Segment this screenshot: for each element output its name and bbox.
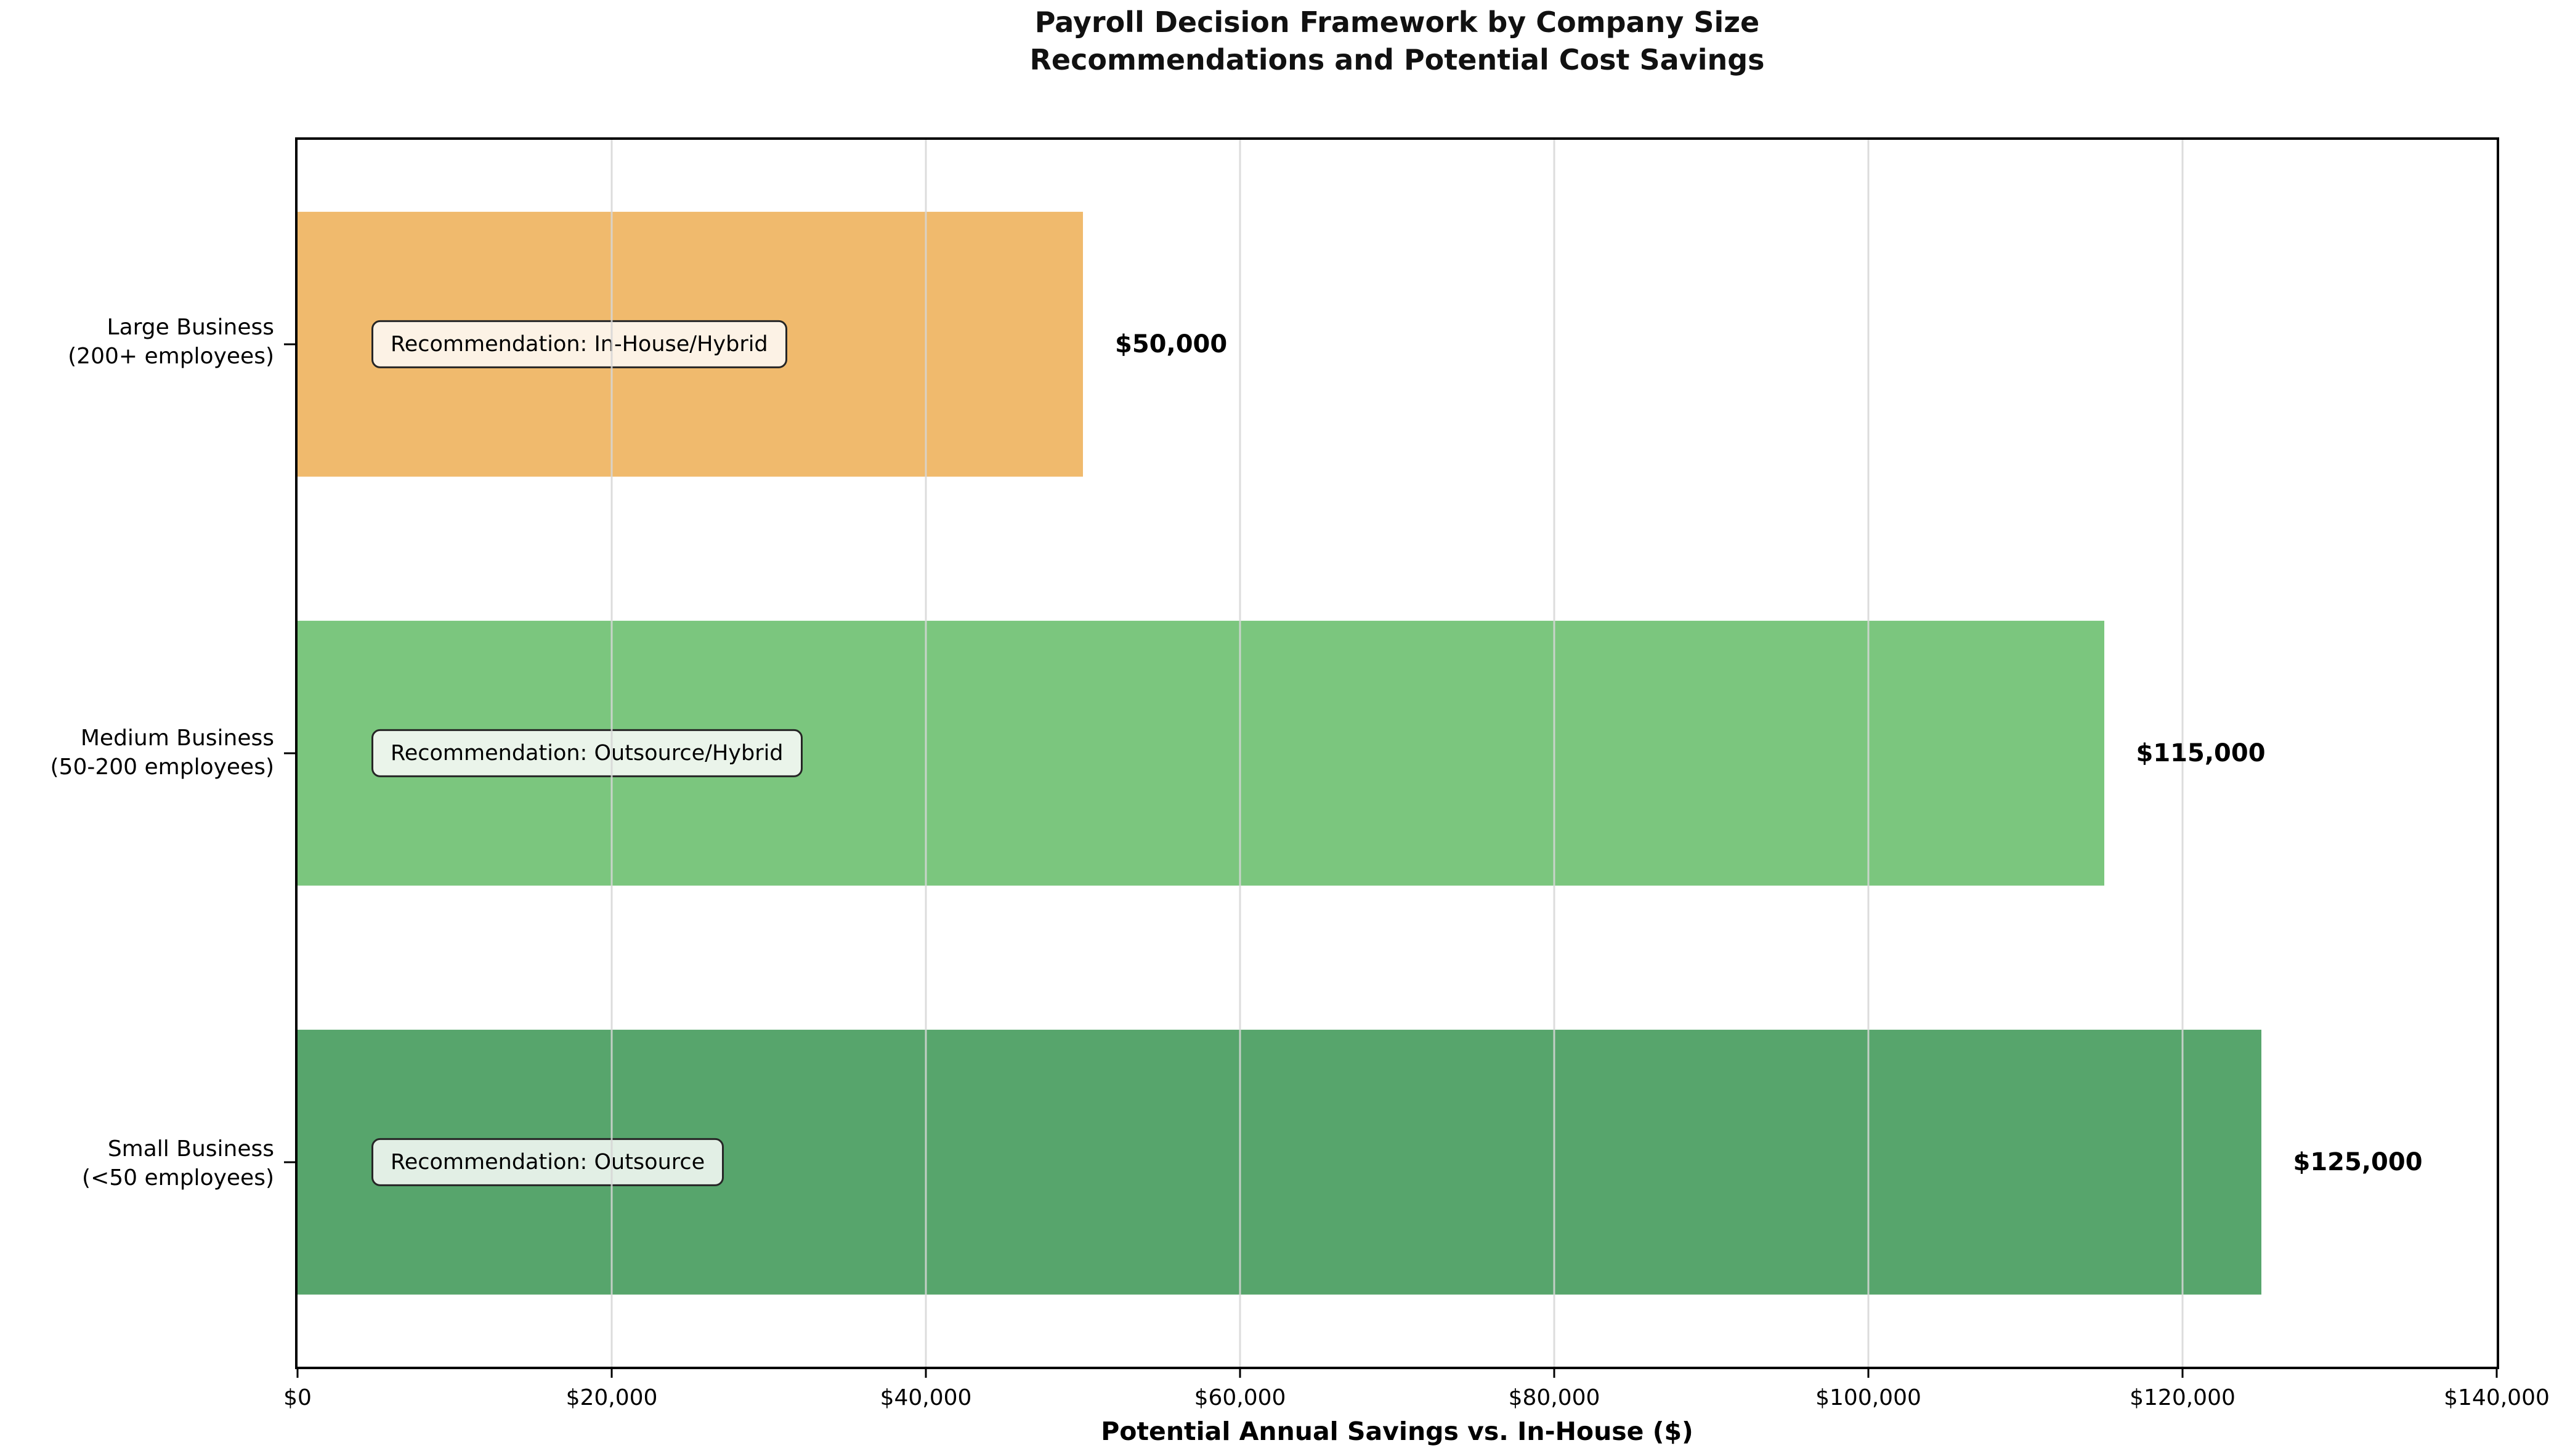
x-tick-label: $0 [283, 1385, 312, 1410]
bar-row-medium: Recommendation: Outsource/Hybrid $115,00… [284, 549, 2497, 958]
x-tick-label: $20,000 [565, 1385, 658, 1410]
x-tick-mark [1239, 1367, 1241, 1378]
bar-large-business: Recommendation: In-House/Hybrid [298, 211, 1083, 477]
bar-medium-business: Recommendation: Outsource/Hybrid [298, 620, 2104, 886]
plot-area: Recommendation: In-House/Hybrid $50,000 … [283, 137, 2550, 1410]
gridline [1867, 140, 1870, 1367]
x-tick-mark [925, 1367, 927, 1378]
x-tick-mark [1867, 1367, 1870, 1378]
recommendation-box-large: Recommendation: In-House/Hybrid [371, 320, 787, 368]
recommendation-box-small: Recommendation: Outsource [371, 1138, 724, 1186]
recommendation-box-medium: Recommendation: Outsource/Hybrid [371, 729, 803, 777]
gridline [610, 140, 613, 1367]
x-tick-label: $140,000 [2444, 1385, 2550, 1410]
gridline [1553, 140, 1555, 1367]
value-label-medium: $115,000 [2136, 738, 2266, 767]
bar-small-business: Recommendation: Outsource [298, 1029, 2261, 1295]
value-label-large: $50,000 [1115, 330, 1228, 358]
gridline [1239, 140, 1241, 1367]
chart-title-line2: Recommendations and Potential Cost Savin… [1029, 42, 1765, 76]
x-tick-mark [296, 1367, 299, 1378]
x-tick-label: $40,000 [880, 1385, 972, 1410]
value-label-small: $125,000 [2293, 1147, 2423, 1176]
gridline [925, 140, 927, 1367]
x-tick-mark [610, 1367, 613, 1378]
y-tick-small [284, 1161, 295, 1163]
bar-row-large: Recommendation: In-House/Hybrid $50,000 [284, 140, 2497, 549]
x-tick-label: $100,000 [1815, 1385, 1921, 1410]
bar-row-small: Recommendation: Outsource $125,000 [284, 958, 2497, 1367]
x-tick-mark [1553, 1367, 1555, 1378]
y-tick-medium [284, 752, 295, 754]
x-tick-label: $60,000 [1194, 1385, 1286, 1410]
x-axis-label: Potential Annual Savings vs. In-House ($… [1101, 1417, 1693, 1446]
category-label-large: Large Business (200+ employees) [68, 315, 274, 369]
chart-title-line1: Payroll Decision Framework by Company Si… [1034, 6, 1760, 39]
gridline [2181, 140, 2184, 1367]
y-tick-large [284, 343, 295, 346]
x-tick-mark [2181, 1367, 2184, 1378]
x-tick-label: $120,000 [2130, 1385, 2236, 1410]
category-label-medium: Medium Business (50-200 employees) [50, 726, 275, 780]
x-tick-mark [2495, 1367, 2498, 1378]
category-label-small: Small Business (<50 employees) [82, 1136, 274, 1191]
x-tick-label: $80,000 [1508, 1385, 1600, 1410]
chart-title: Payroll Decision Framework by Company Si… [295, 4, 2499, 78]
